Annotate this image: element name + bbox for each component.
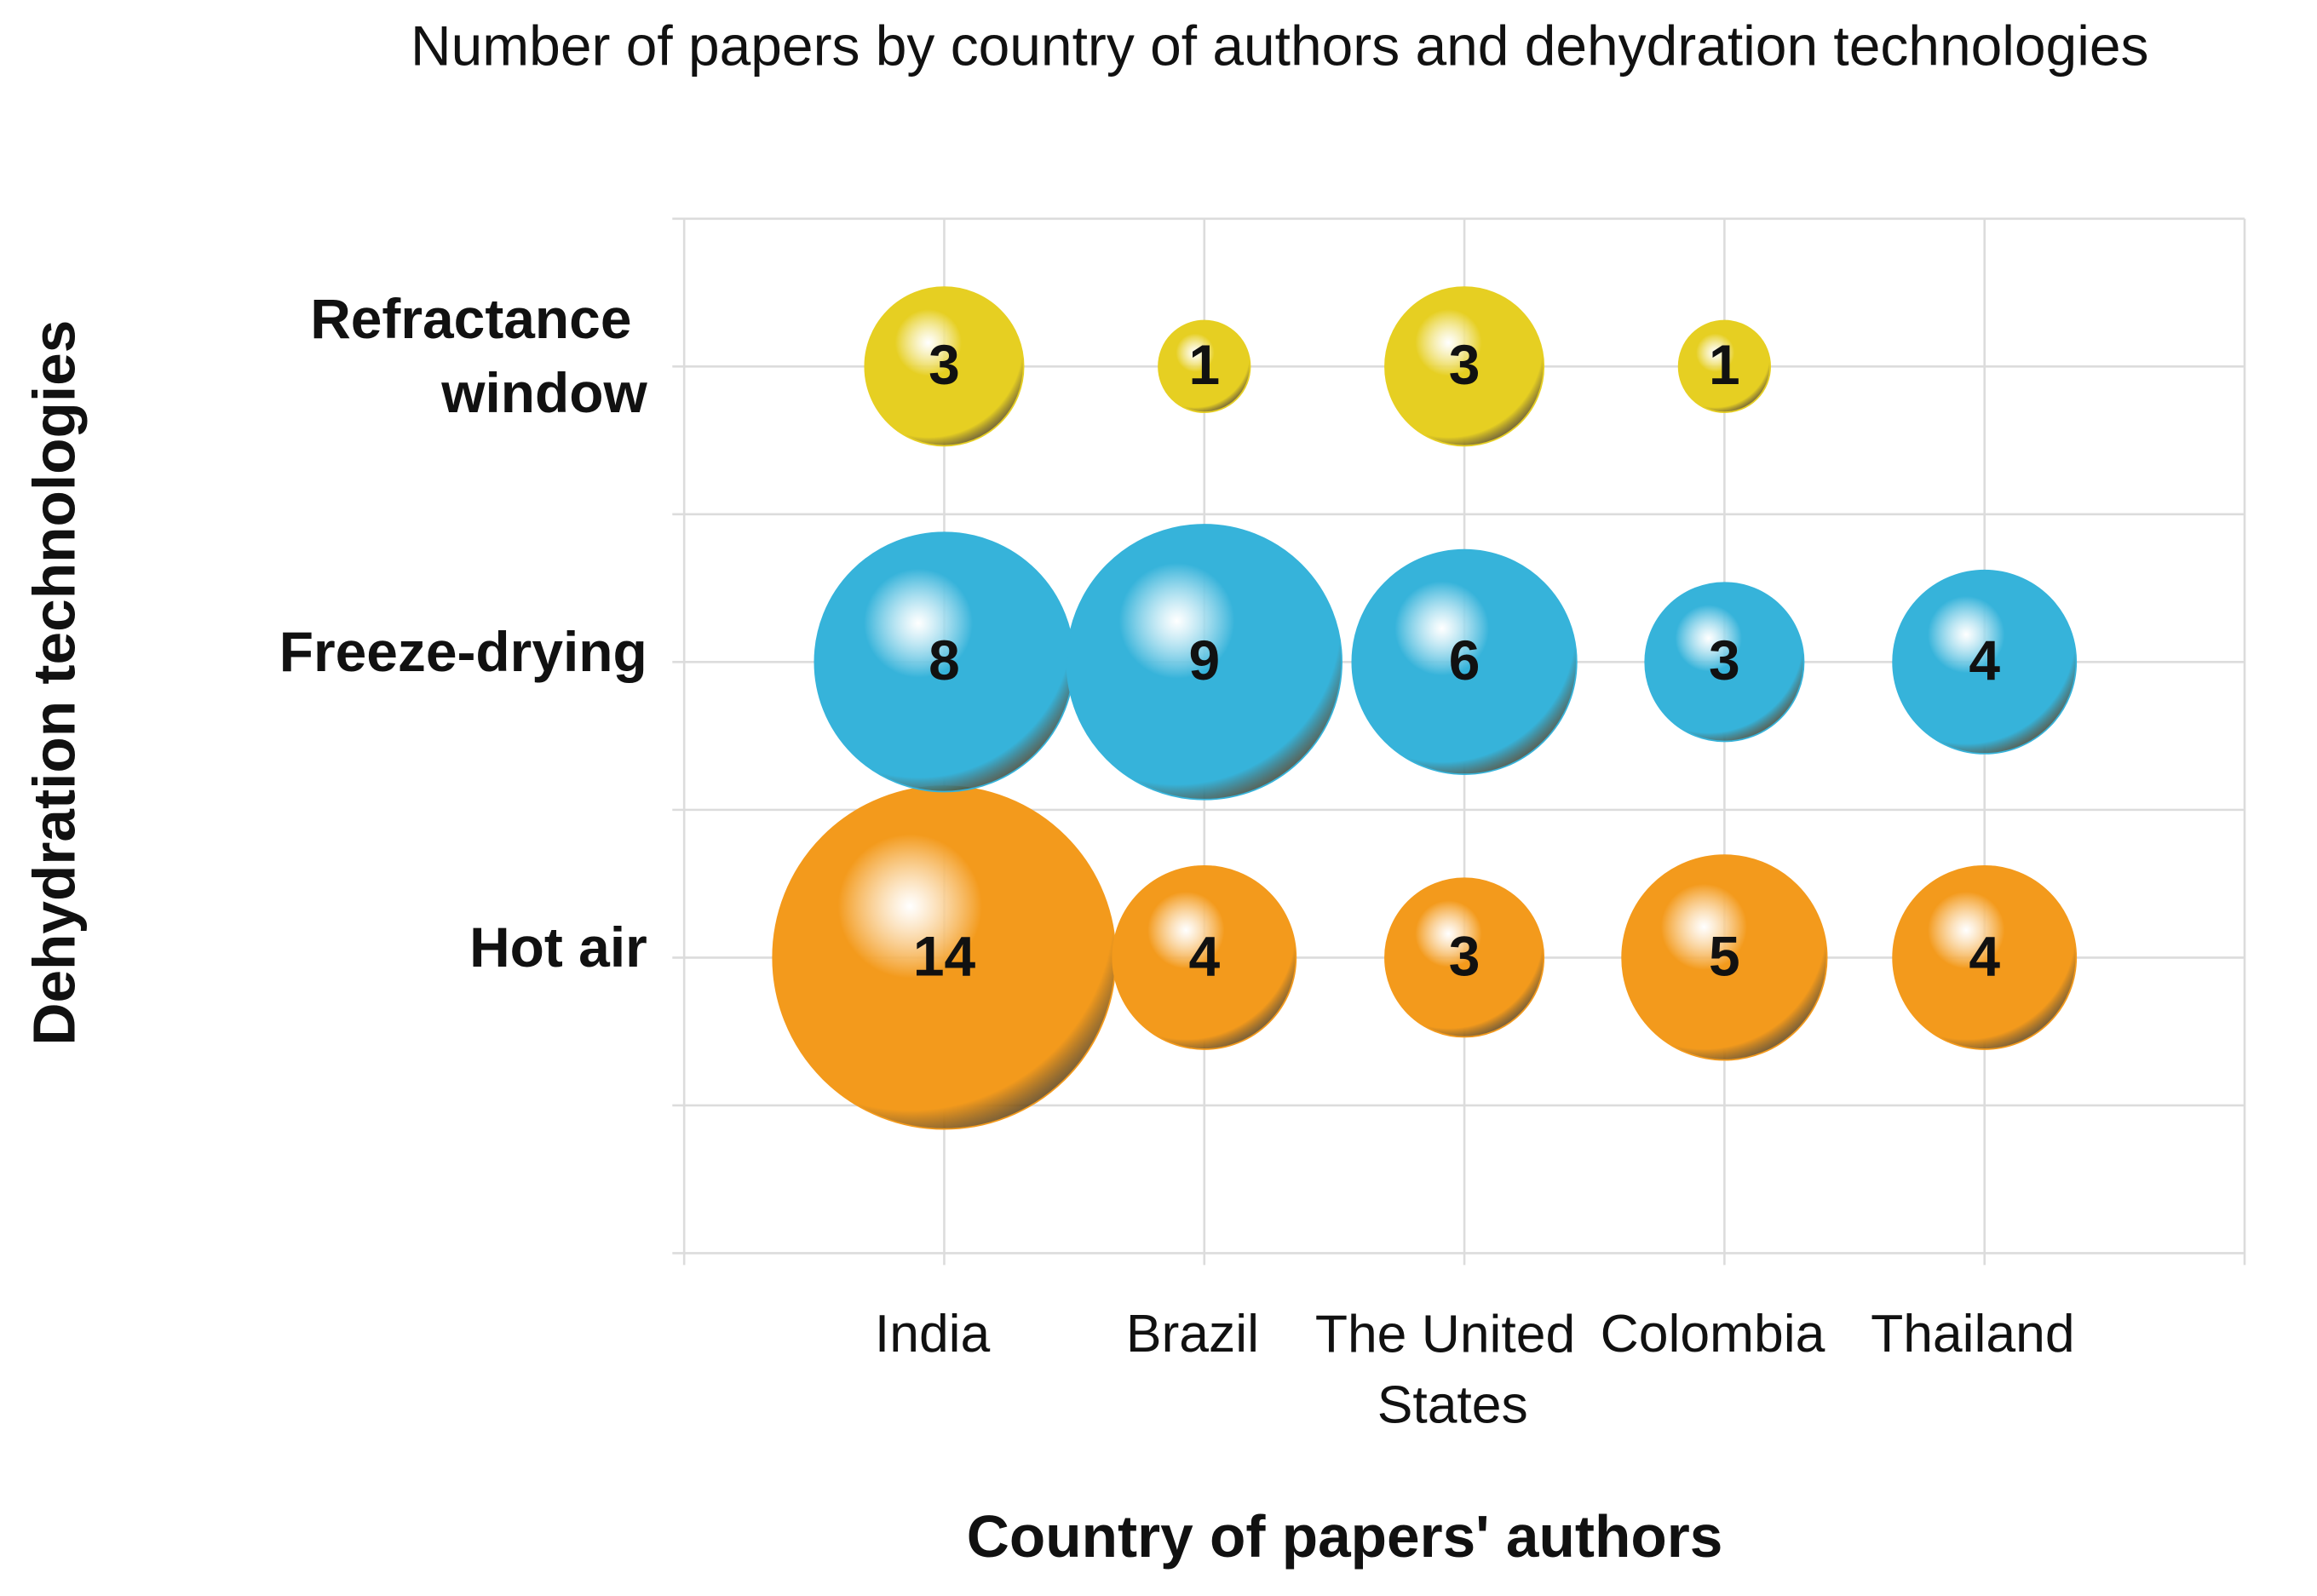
bubble [864,286,1025,447]
y-tick-label: Refractance window [310,287,647,424]
data-label: 14 [913,924,976,987]
data-label: 3 [1449,333,1480,396]
bubble [1621,854,1828,1061]
data-label: 3 [1449,924,1480,987]
bubble [1112,864,1297,1050]
x-tick-label: Brazil [1126,1304,1259,1363]
data-label: 1 [1709,333,1740,396]
bubble [1644,582,1805,743]
y-tick-label: Freeze-drying [279,620,647,683]
bubble [1892,864,2078,1050]
bubble [1384,877,1545,1038]
data-label: 3 [1709,629,1740,692]
bubble [1351,548,1578,775]
data-label: 4 [1969,629,2000,692]
data-label: 4 [1188,924,1220,987]
data-label: 8 [929,629,960,692]
bubble [1892,569,2078,755]
chart-title: Number of papers by country of authors a… [411,14,2148,77]
bubble [1066,524,1342,801]
data-label: 5 [1709,924,1740,987]
data-label: 1 [1188,333,1220,396]
bubble [1384,286,1545,447]
y-tick-label: Hot air [469,916,647,979]
y-axis-title: Dehydration technologies [21,320,88,1046]
data-label: 9 [1188,629,1220,692]
x-axis-title: Country of papers' authors [967,1503,1722,1570]
bubble [1158,319,1251,413]
bubble [1677,319,1772,413]
data-label: 3 [929,333,960,396]
x-tick-label: Colombia [1601,1304,1825,1363]
x-tick-label: India [875,1304,991,1363]
x-tick-label: The United States [1315,1304,1590,1434]
data-label: 4 [1969,924,2000,987]
x-tick-label: Thailand [1871,1304,2074,1363]
data-label: 6 [1449,629,1480,692]
